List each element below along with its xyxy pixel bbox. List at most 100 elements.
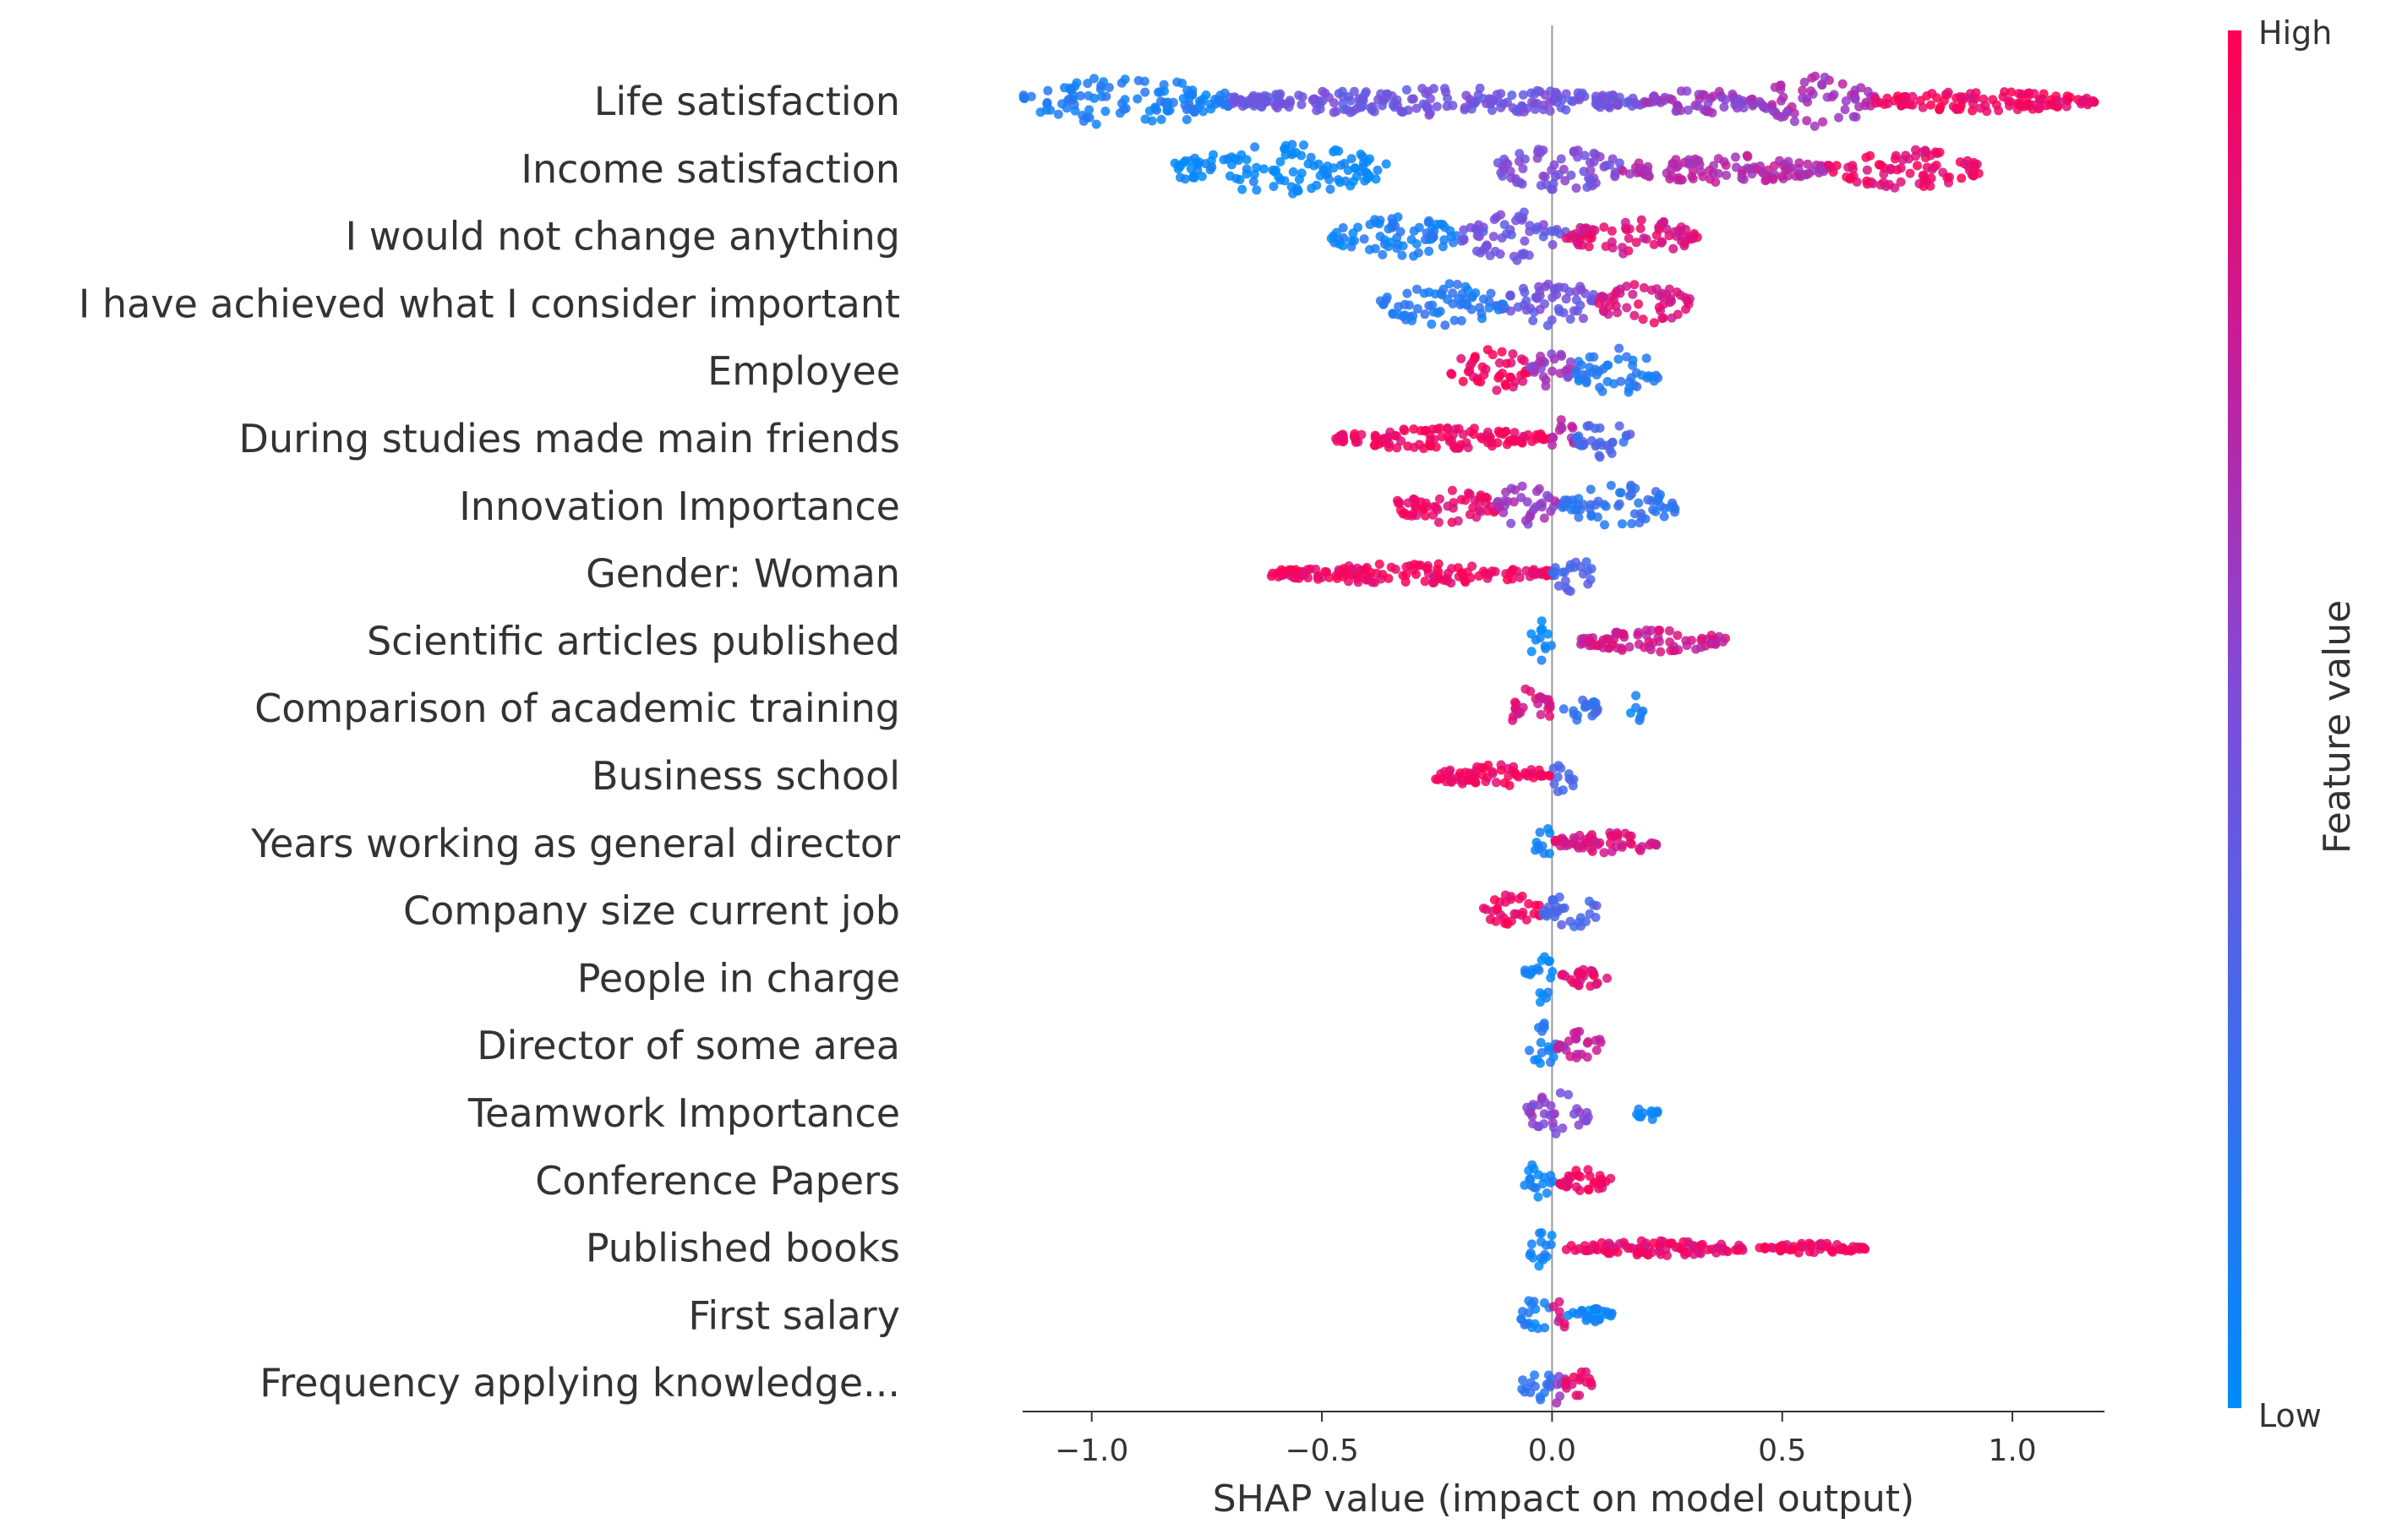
shap-point <box>1409 226 1419 236</box>
shap-point <box>1635 223 1646 233</box>
shap-point <box>1178 94 1188 103</box>
shap-point <box>1834 112 1843 123</box>
shap-point <box>1804 168 1814 178</box>
shap-point <box>1546 1239 1556 1249</box>
shap-point <box>1548 292 1558 303</box>
shap-point <box>1659 503 1669 513</box>
shap-point <box>1959 159 1969 169</box>
shap-point <box>1387 222 1397 232</box>
colorbar-high-label: High <box>2258 14 2332 52</box>
shap-point <box>1620 217 1630 227</box>
shap-point <box>1412 303 1422 314</box>
shap-point <box>1585 909 1595 919</box>
shap-point <box>1591 1046 1602 1056</box>
shap-point <box>1848 164 1858 174</box>
shap-point <box>1580 150 1590 161</box>
shap-point <box>1476 248 1486 258</box>
shap-point <box>1372 568 1382 578</box>
shap-point <box>1584 242 1594 252</box>
shap-point <box>1084 105 1095 115</box>
shap-point <box>1339 564 1349 573</box>
shap-point <box>1846 173 1856 183</box>
shap-point <box>1680 1250 1690 1259</box>
shap-point <box>1611 627 1621 637</box>
shap-point <box>1089 93 1100 103</box>
shap-point <box>1535 357 1545 367</box>
shap-point <box>1862 165 1872 175</box>
feature-label: Income satisfaction <box>521 146 900 192</box>
shap-point <box>1590 1177 1600 1188</box>
shap-point <box>1614 158 1624 168</box>
shap-point <box>1561 294 1571 304</box>
shap-point <box>1608 640 1618 650</box>
shap-point <box>1540 1249 1550 1259</box>
shap-point <box>1639 233 1649 243</box>
shap-point <box>1564 1089 1574 1100</box>
shap-point <box>1433 505 1443 515</box>
shap-point <box>1599 307 1609 316</box>
shap-point <box>1703 1245 1712 1254</box>
shap-point <box>1453 516 1463 526</box>
row-guides <box>1023 101 2104 1383</box>
shap-point <box>1512 177 1522 188</box>
shap-point <box>1777 172 1787 182</box>
shap-point <box>1505 167 1515 177</box>
shap-point <box>1473 225 1483 235</box>
shap-point <box>1513 302 1523 312</box>
shap-point <box>1578 369 1588 380</box>
shap-point <box>1574 1120 1584 1130</box>
shap-point <box>1400 310 1410 320</box>
shap-point <box>1436 288 1446 298</box>
shap-point <box>1424 216 1434 226</box>
shap-point <box>1470 353 1480 363</box>
shap-point <box>2000 87 2010 97</box>
shap-point <box>1443 501 1453 511</box>
shap-point <box>1583 1037 1593 1047</box>
shap-point <box>1536 1038 1546 1047</box>
shap-point <box>1392 443 1402 453</box>
shap-point <box>1580 916 1591 926</box>
feature-swarm <box>1331 415 1635 462</box>
shap-point <box>1604 90 1614 101</box>
shap-point <box>2065 92 2075 102</box>
shap-point <box>1287 139 1297 150</box>
shap-point <box>1851 112 1861 122</box>
shap-point <box>1519 106 1529 117</box>
shap-point <box>1348 177 1358 187</box>
shap-point <box>1945 172 1954 183</box>
shap-point <box>1449 238 1458 248</box>
shap-point <box>1628 93 1638 103</box>
shap-point <box>1397 250 1407 260</box>
shap-point <box>1810 71 1821 81</box>
shap-point <box>1541 644 1551 653</box>
shap-point <box>1465 510 1475 520</box>
shap-point <box>1444 279 1455 289</box>
shap-point <box>1160 86 1169 96</box>
shap-point <box>1559 1322 1569 1332</box>
shap-point <box>1628 355 1638 365</box>
shap-point <box>1618 166 1628 176</box>
shap-point <box>1336 161 1346 170</box>
shap-point <box>1561 233 1571 243</box>
shap-point <box>1553 581 1564 591</box>
shap-point <box>1403 498 1413 508</box>
shap-point <box>1605 301 1615 311</box>
shap-point <box>1635 715 1645 725</box>
shap-point <box>1658 313 1668 323</box>
feature-swarm <box>1446 343 1663 397</box>
shap-point <box>1573 710 1582 720</box>
shap-point <box>1476 377 1486 387</box>
shap-point <box>1247 93 1257 103</box>
shap-point <box>1568 781 1578 791</box>
shap-point <box>1656 97 1666 107</box>
shap-point <box>1133 75 1144 85</box>
shap-point <box>1373 165 1383 175</box>
shap-point <box>1427 319 1437 329</box>
shap-point <box>1728 89 1738 99</box>
shap-point <box>1713 154 1723 164</box>
shap-point <box>1551 172 1560 182</box>
shap-point <box>1684 159 1694 169</box>
shap-point <box>1352 563 1362 573</box>
shap-point <box>1733 1245 1743 1255</box>
shap-point <box>1535 1058 1545 1068</box>
